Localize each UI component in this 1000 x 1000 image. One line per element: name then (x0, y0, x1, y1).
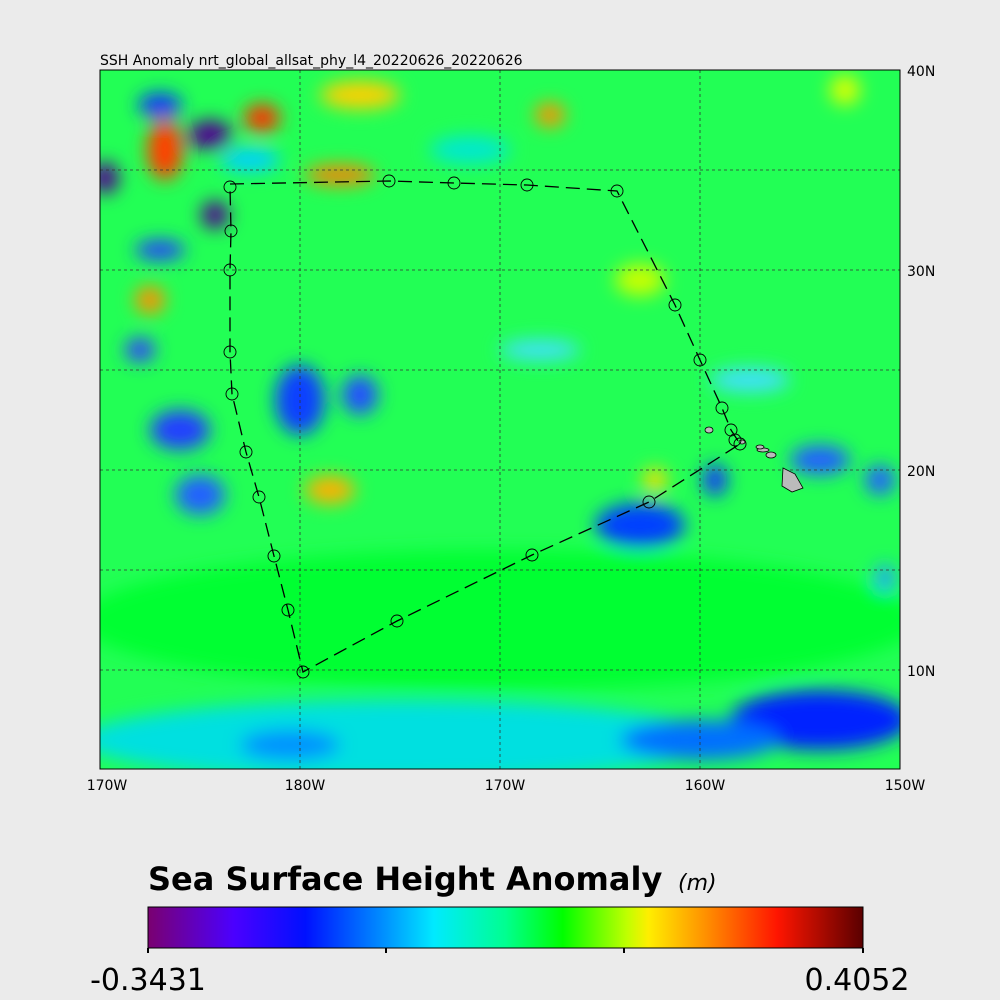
lat-label: 30N (907, 264, 935, 280)
lon-label: 170W (485, 778, 526, 794)
colorbar-title: Sea Surface Height Anomaly (148, 860, 662, 898)
colorbar-unit: (m) (678, 871, 717, 896)
colorbar-min: -0.3431 (90, 963, 206, 998)
colorbar-max: 0.4052 (805, 963, 910, 998)
hawaii-islands (704, 426, 804, 493)
lon-label: 160W (685, 778, 726, 794)
map-frame (99, 69, 901, 770)
lon-label: 150W (885, 778, 926, 794)
colorbar (147, 906, 864, 949)
lon-label: 180W (285, 778, 326, 794)
map-title: SSH Anomaly nrt_global_allsat_phy_l4_202… (100, 53, 523, 69)
lat-label: 20N (907, 464, 935, 480)
cruise-track (223, 174, 747, 679)
lon-label: 170W (87, 778, 128, 794)
colorbar-ticks (147, 948, 864, 953)
lat-label: 40N (907, 64, 935, 80)
grid-lines (100, 70, 900, 769)
lat-label: 10N (907, 664, 935, 680)
